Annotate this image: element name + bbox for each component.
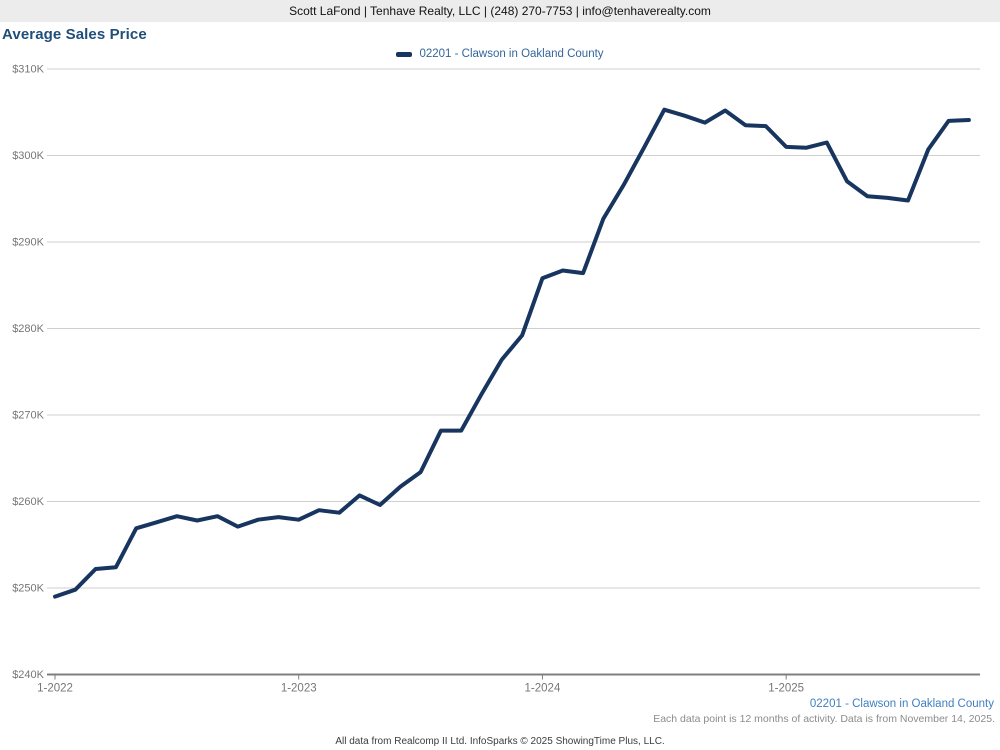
broker-contact-text: Scott LaFond | Tenhave Realty, LLC | (24… — [289, 4, 711, 18]
legend-line-swatch — [396, 51, 413, 57]
footer-attribution: All data from Realcomp II Ltd. InfoSpark… — [335, 736, 665, 747]
x-tick-label: 1-2022 — [37, 683, 73, 695]
y-tick-label: $270K — [12, 410, 44, 422]
price-line — [53, 107, 971, 599]
y-tick-label: $250K — [12, 583, 44, 595]
footer-data-note: Each data point is 12 months of activity… — [653, 713, 995, 725]
y-tick-label: $280K — [12, 323, 44, 335]
footer-series-label: 02201 - Clawson in Oakland County — [809, 698, 994, 710]
legend-label: 02201 - Clawson in Oakland County — [419, 48, 604, 60]
broker-header-bar: Scott LaFond | Tenhave Realty, LLC | (24… — [0, 0, 1000, 22]
y-tick-label: $240K — [12, 669, 44, 681]
x-tick-label: 1-2024 — [525, 683, 561, 695]
x-tick-label: 1-2025 — [768, 683, 804, 695]
y-tick-label: $310K — [12, 64, 44, 76]
y-tick-label: $260K — [12, 496, 44, 508]
x-tick-label: 1-2023 — [281, 683, 317, 695]
y-tick-label: $300K — [12, 150, 44, 162]
page-title: Average Sales Price — [2, 26, 147, 43]
y-tick-label: $290K — [12, 237, 44, 249]
chart-legend: 02201 - Clawson in Oakland County — [0, 47, 1000, 61]
